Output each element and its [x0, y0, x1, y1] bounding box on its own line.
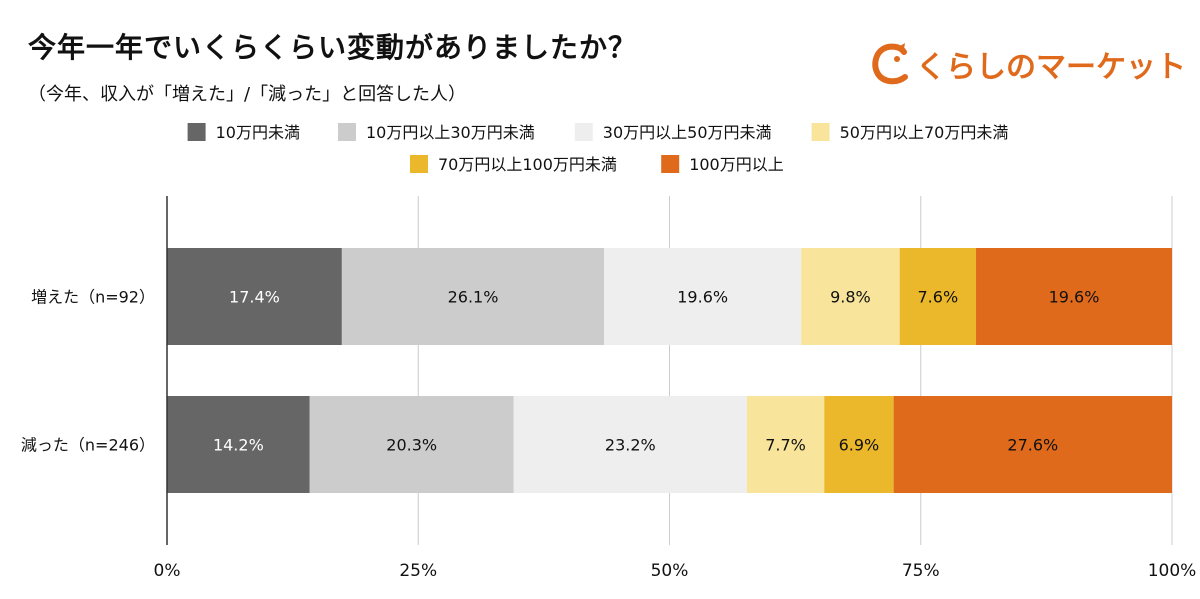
legend-swatch	[187, 123, 206, 141]
legend-label: 70万円以上100万円未満	[438, 155, 617, 174]
brand-logo: くらしのマーケット	[870, 40, 1186, 88]
chart-title: 今年一年でいくらくらい変動がありましたか？	[28, 31, 638, 64]
legend-swatch	[574, 123, 593, 141]
data-label: 23.2%	[605, 436, 656, 455]
data-label: 17.4%	[229, 288, 280, 307]
legend-label: 10万円未満	[216, 123, 300, 142]
x-tick-label: 75%	[902, 561, 940, 581]
legend-label: 50万円以上70万円未満	[840, 123, 1009, 142]
legend-label: 30万円以上50万円未満	[603, 123, 772, 142]
x-tick-label: 25%	[399, 561, 437, 581]
legend-swatch	[410, 155, 428, 173]
legend-label: 10万円以上30万円未満	[366, 123, 535, 142]
category-label: 減った（n=246）	[21, 436, 155, 455]
data-label: 19.6%	[1049, 288, 1100, 307]
x-tick-label: 100%	[1148, 561, 1197, 581]
data-label: 20.3%	[386, 436, 437, 455]
category-label: 増えた（n=92）	[31, 288, 155, 307]
data-label: 7.6%	[918, 288, 959, 307]
legend-swatch	[661, 155, 680, 173]
bar-segment	[746, 396, 825, 493]
chart-subtitle: （今年、収入が「増えた」/「減った」と回答した人）	[28, 84, 467, 105]
data-label: 14.2%	[213, 436, 264, 455]
bar-segment	[309, 396, 514, 493]
bar-segment	[801, 248, 900, 345]
legend-label: 100万円以上	[689, 155, 784, 174]
kurashi-c-mascot-icon	[872, 43, 908, 85]
bar-segment	[893, 396, 1172, 493]
bar-segment	[167, 248, 342, 345]
bar-segment	[604, 248, 802, 345]
x-tick-label: 50%	[651, 561, 689, 581]
bar-segment	[976, 248, 1172, 345]
legend-swatch	[811, 123, 830, 141]
x-tick-label: 0%	[154, 561, 181, 581]
bar-segment	[899, 248, 977, 345]
bar-segment	[167, 396, 310, 493]
data-label: 19.6%	[677, 288, 728, 307]
legend-swatch	[338, 123, 356, 141]
bar-segment	[341, 248, 605, 345]
brand-logo-text: くらしのマーケット	[916, 50, 1186, 85]
bar-segment	[513, 396, 747, 493]
data-label: 26.1%	[448, 288, 499, 307]
bar-segment	[824, 396, 894, 493]
data-label: 9.8%	[830, 288, 871, 307]
data-label: 7.7%	[765, 436, 806, 455]
data-label: 27.6%	[1007, 436, 1058, 455]
data-label: 6.9%	[839, 436, 880, 455]
